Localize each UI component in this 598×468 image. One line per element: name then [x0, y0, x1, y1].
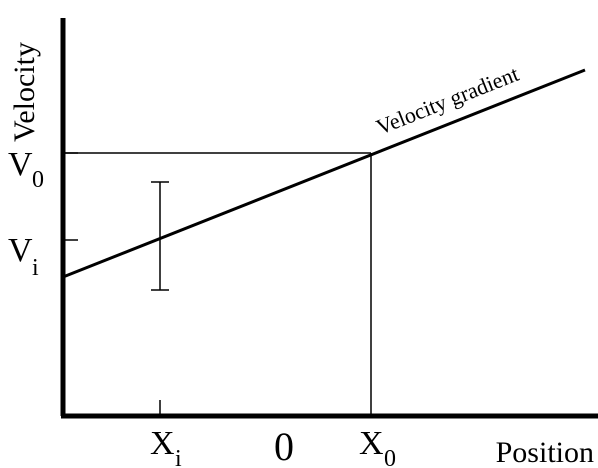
v0-label-main: V [8, 146, 33, 183]
xi-label: X i [150, 425, 182, 468]
vi-label-sub: i [32, 255, 39, 281]
velocity-gradient-line [62, 68, 586, 279]
x0-label-main: X [359, 425, 384, 462]
y-axis-label: Velocity [8, 42, 41, 142]
x-zero-label: 0 [274, 424, 294, 468]
xi-label-main: X [150, 425, 175, 462]
velocity-gradient-label: Velocity gradient [373, 61, 523, 140]
xi-label-sub: i [175, 446, 182, 468]
x0-label-sub: 0 [384, 446, 396, 468]
vi-label-main: V [8, 232, 33, 269]
x-axis-label: Position [496, 436, 594, 468]
vi-label: V i [8, 232, 39, 281]
v0-label: V 0 [8, 146, 44, 193]
v0-label-sub: 0 [32, 167, 44, 193]
x0-label: X 0 [359, 425, 396, 468]
